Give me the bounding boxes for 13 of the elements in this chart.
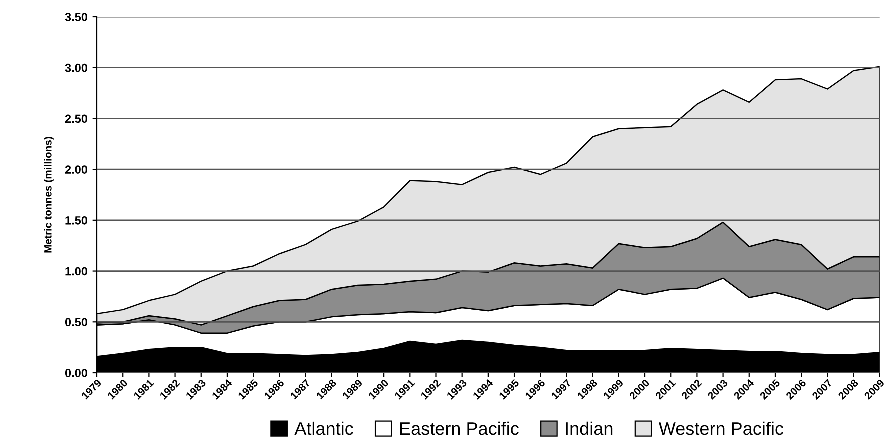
legend-label: Indian	[566, 422, 613, 436]
legend-label: Western Pacific	[658, 422, 784, 436]
y-tick-label: 3.00	[65, 64, 88, 72]
y-tick-label: 2.50	[65, 114, 88, 124]
legend-label: Eastern Pacific	[400, 422, 519, 436]
y-tick-label: 0.00	[65, 369, 88, 378]
legend-label: Atlantic	[294, 422, 354, 436]
y-tick-label: 1.00	[66, 267, 88, 276]
y-tick-label: 2.00	[65, 166, 88, 174]
y-axis-title: Metric tonnes (millions)	[44, 137, 54, 253]
y-tick-label: 0.50	[65, 318, 88, 327]
y-tick-label: 1.50	[66, 216, 88, 225]
y-tick-label: 3.50	[65, 13, 88, 22]
